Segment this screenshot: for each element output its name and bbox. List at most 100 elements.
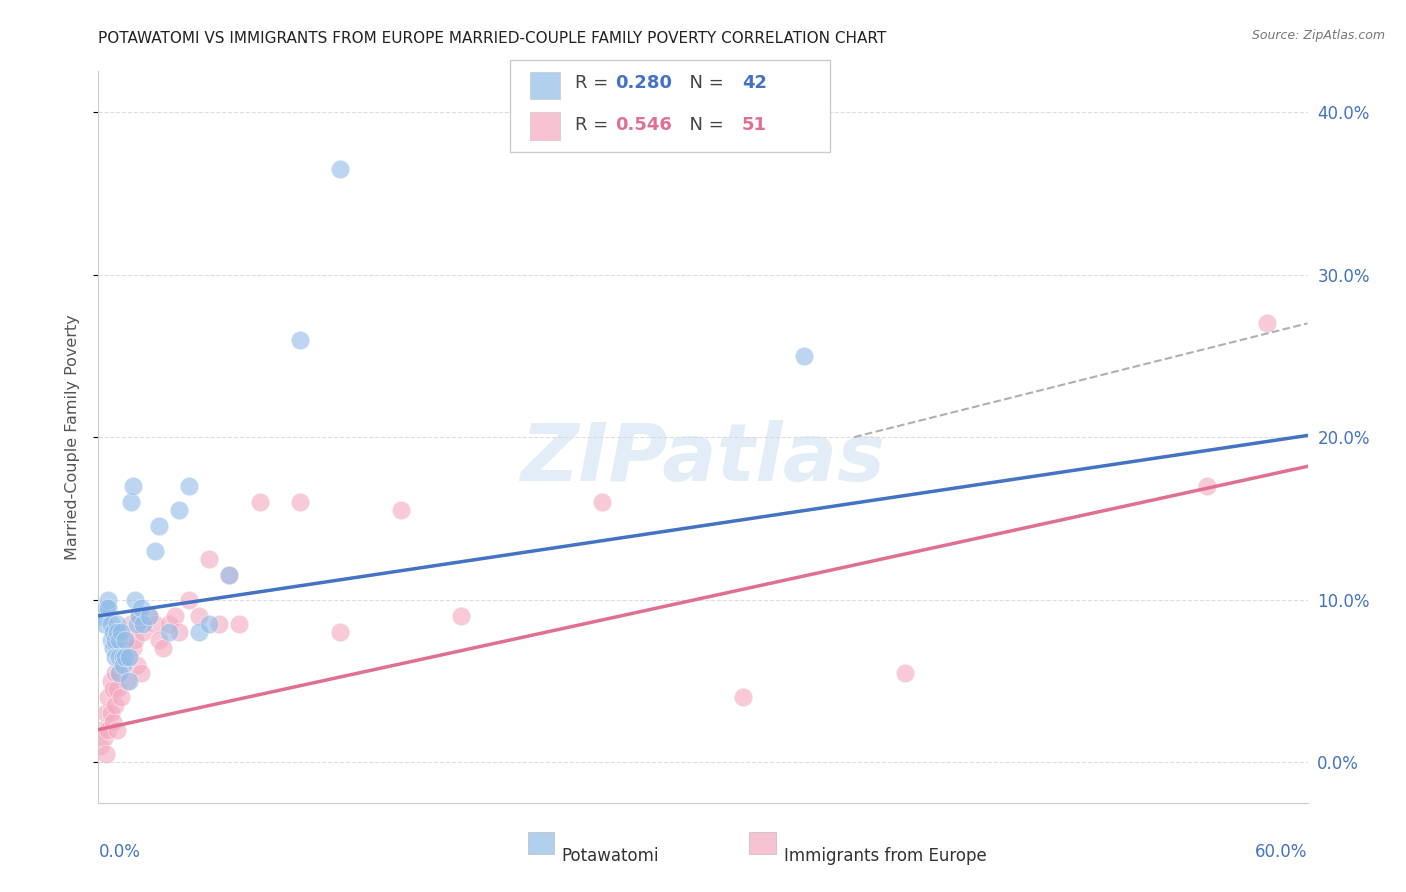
Point [128, 608, 150, 623]
Text: R =: R = [575, 74, 614, 93]
Point [100, 633, 122, 648]
Y-axis label: Married-Couple Family Poverty: Married-Couple Family Poverty [65, 314, 80, 560]
Point [138, 608, 160, 623]
Point [114, 649, 136, 664]
Point [152, 641, 174, 656]
Point [208, 617, 231, 632]
Point [121, 479, 143, 493]
Point [111, 649, 134, 664]
Point [97, 723, 120, 737]
Point [129, 600, 152, 615]
Point [110, 625, 132, 640]
Point [120, 495, 142, 509]
Text: Potawatomi: Potawatomi [561, 847, 659, 864]
Point [1195, 479, 1218, 493]
Point [96, 747, 118, 761]
Point [103, 649, 125, 664]
Text: Immigrants from Europe: Immigrants from Europe [785, 847, 987, 864]
Text: Source: ZipAtlas.com: Source: ZipAtlas.com [1251, 29, 1385, 42]
Text: 42: 42 [742, 74, 766, 93]
Point [114, 633, 136, 648]
Point [103, 633, 125, 648]
Text: N =: N = [678, 117, 730, 135]
Point [793, 349, 815, 363]
Point [125, 617, 148, 632]
Text: 0.280: 0.280 [614, 74, 672, 93]
Point [329, 625, 352, 640]
Point [111, 649, 134, 664]
Point [114, 633, 136, 648]
Point [91, 608, 114, 623]
FancyBboxPatch shape [509, 61, 830, 152]
Point [218, 568, 240, 582]
Point [93, 617, 115, 632]
Point [107, 633, 129, 648]
Text: R =: R = [575, 117, 614, 135]
Point [124, 592, 146, 607]
Point [120, 617, 142, 632]
Point [115, 673, 138, 688]
Point [288, 495, 311, 509]
Point [100, 706, 122, 721]
Text: N =: N = [678, 74, 730, 93]
Point [733, 690, 755, 705]
Point [101, 714, 124, 729]
FancyBboxPatch shape [530, 112, 561, 140]
Point [96, 600, 118, 615]
Point [105, 625, 128, 640]
Point [188, 625, 211, 640]
Point [128, 608, 150, 623]
Point [105, 681, 128, 696]
Text: 0.0%: 0.0% [98, 843, 141, 861]
Point [100, 617, 122, 632]
Text: 51: 51 [742, 117, 766, 135]
Point [198, 552, 221, 566]
Text: 0.546: 0.546 [614, 117, 672, 135]
Point [148, 633, 170, 648]
Point [93, 731, 115, 745]
Point [107, 665, 129, 680]
Point [148, 519, 170, 533]
Point [157, 625, 180, 640]
Point [118, 649, 141, 664]
Point [97, 592, 120, 607]
Point [97, 690, 120, 705]
Point [105, 617, 128, 632]
Point [138, 608, 160, 623]
Point [329, 161, 352, 176]
Point [107, 665, 129, 680]
Point [97, 600, 120, 615]
Point [450, 608, 472, 623]
FancyBboxPatch shape [530, 71, 561, 99]
Point [1256, 316, 1278, 330]
Point [103, 665, 125, 680]
Point [179, 479, 201, 493]
Text: POTAWATOMI VS IMMIGRANTS FROM EUROPE MARRIED-COUPLE FAMILY POVERTY CORRELATION C: POTAWATOMI VS IMMIGRANTS FROM EUROPE MAR… [98, 31, 887, 46]
Point [132, 617, 155, 632]
Point [188, 608, 211, 623]
Point [110, 690, 132, 705]
Point [893, 665, 915, 680]
Point [198, 617, 221, 632]
Point [591, 495, 613, 509]
FancyBboxPatch shape [749, 832, 776, 854]
Point [118, 649, 141, 664]
Point [101, 625, 124, 640]
Point [101, 641, 124, 656]
Point [167, 503, 190, 517]
Point [163, 608, 186, 623]
Text: 60.0%: 60.0% [1256, 843, 1308, 861]
Point [96, 706, 118, 721]
Point [143, 617, 166, 632]
Point [125, 657, 148, 672]
Point [228, 617, 250, 632]
Text: ZIPatlas: ZIPatlas [520, 420, 886, 498]
Point [143, 544, 166, 558]
Point [288, 333, 311, 347]
Point [157, 617, 180, 632]
Point [91, 723, 114, 737]
Point [179, 592, 201, 607]
Point [105, 723, 128, 737]
Point [89, 739, 111, 753]
Point [167, 625, 190, 640]
